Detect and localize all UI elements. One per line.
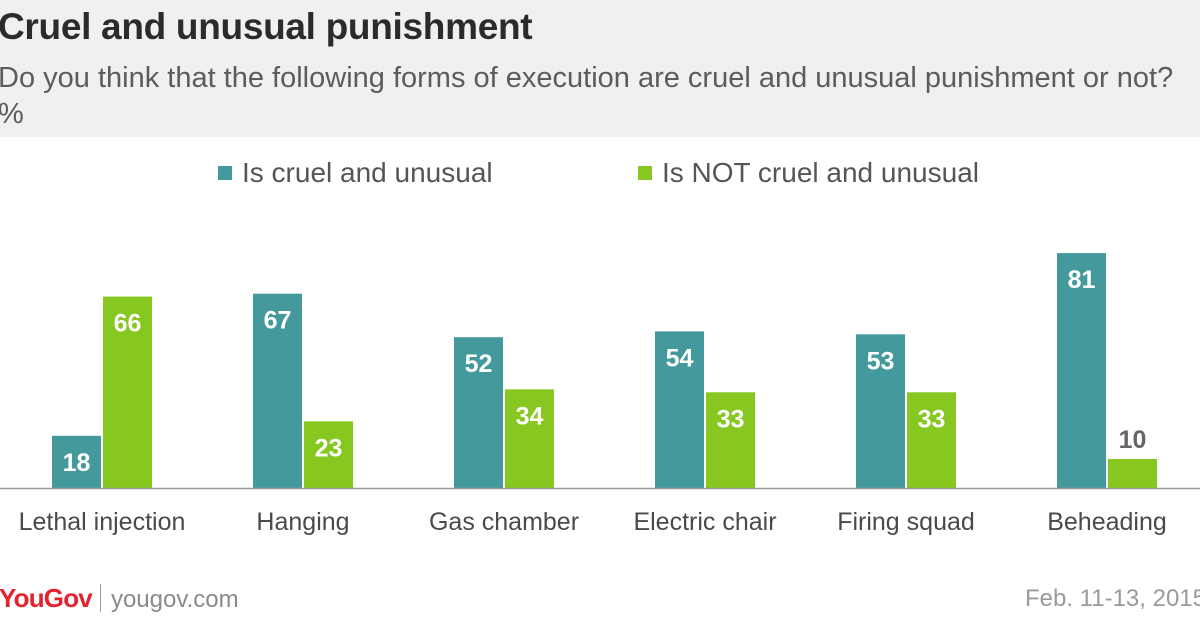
data-label-cruel-electric-chair: 54 <box>666 344 694 372</box>
bar-not-cruel-hanging <box>304 421 353 488</box>
chart-title: Cruel and unusual punishment <box>0 6 533 47</box>
category-label-firing-squad: Firing squad <box>837 508 975 536</box>
data-label-cruel-firing-squad: 53 <box>867 347 895 375</box>
legend-swatch-not-cruel <box>638 166 652 180</box>
category-label-electric-chair: Electric chair <box>633 508 776 536</box>
bar-cruel-lethal-injection <box>52 435 101 488</box>
bar-not-cruel-lethal-injection <box>103 296 152 488</box>
data-label-not-cruel-electric-chair: 33 <box>717 405 745 433</box>
legend-label-not-cruel: Is NOT cruel and unusual <box>662 157 979 188</box>
chart-subtitle: Do you think that the following forms of… <box>0 62 1174 130</box>
bar-not-cruel-electric-chair <box>706 392 755 488</box>
bar-cruel-beheading <box>1057 253 1106 488</box>
legend-label-cruel: Is cruel and unusual <box>242 157 493 188</box>
category-label-beheading: Beheading <box>1047 508 1167 536</box>
footer-brand: YouGov yougov.com <box>0 583 239 623</box>
yougov-logo: YouGov <box>0 583 93 613</box>
data-label-not-cruel-beheading: 10 <box>1119 426 1147 454</box>
bar-cruel-firing-squad <box>856 334 905 488</box>
data-label-cruel-hanging: 67 <box>264 307 292 335</box>
footer-date: Feb. 11-13, 2015 <box>1024 585 1200 612</box>
bar-not-cruel-gas-chamber <box>505 389 554 488</box>
legend-swatch-cruel <box>218 166 232 180</box>
data-label-cruel-lethal-injection: 18 <box>63 449 91 477</box>
category-label-lethal-injection: Lethal injection <box>19 508 186 536</box>
data-label-not-cruel-gas-chamber: 34 <box>516 402 544 430</box>
footer-site: yougov.com <box>110 586 239 613</box>
data-label-cruel-beheading: 81 <box>1068 266 1096 294</box>
bar-cruel-gas-chamber <box>454 337 503 488</box>
header-band: Cruel and unusual punishment Do you thin… <box>0 0 1200 137</box>
bar-cruel-hanging <box>253 293 302 488</box>
data-label-not-cruel-firing-squad: 33 <box>918 405 946 433</box>
bar-not-cruel-firing-squad <box>907 392 956 488</box>
category-label-gas-chamber: Gas chamber <box>429 508 579 536</box>
legend: Is cruel and unusual Is NOT cruel and un… <box>0 157 1200 191</box>
data-label-not-cruel-hanging: 23 <box>315 434 343 462</box>
category-label-hanging: Hanging <box>256 508 349 536</box>
bar-not-cruel-beheading <box>1108 459 1157 488</box>
data-label-cruel-gas-chamber: 52 <box>465 350 493 378</box>
bar-cruel-electric-chair <box>655 331 704 488</box>
data-label-not-cruel-lethal-injection: 66 <box>114 310 142 338</box>
footer-divider <box>99 584 101 612</box>
